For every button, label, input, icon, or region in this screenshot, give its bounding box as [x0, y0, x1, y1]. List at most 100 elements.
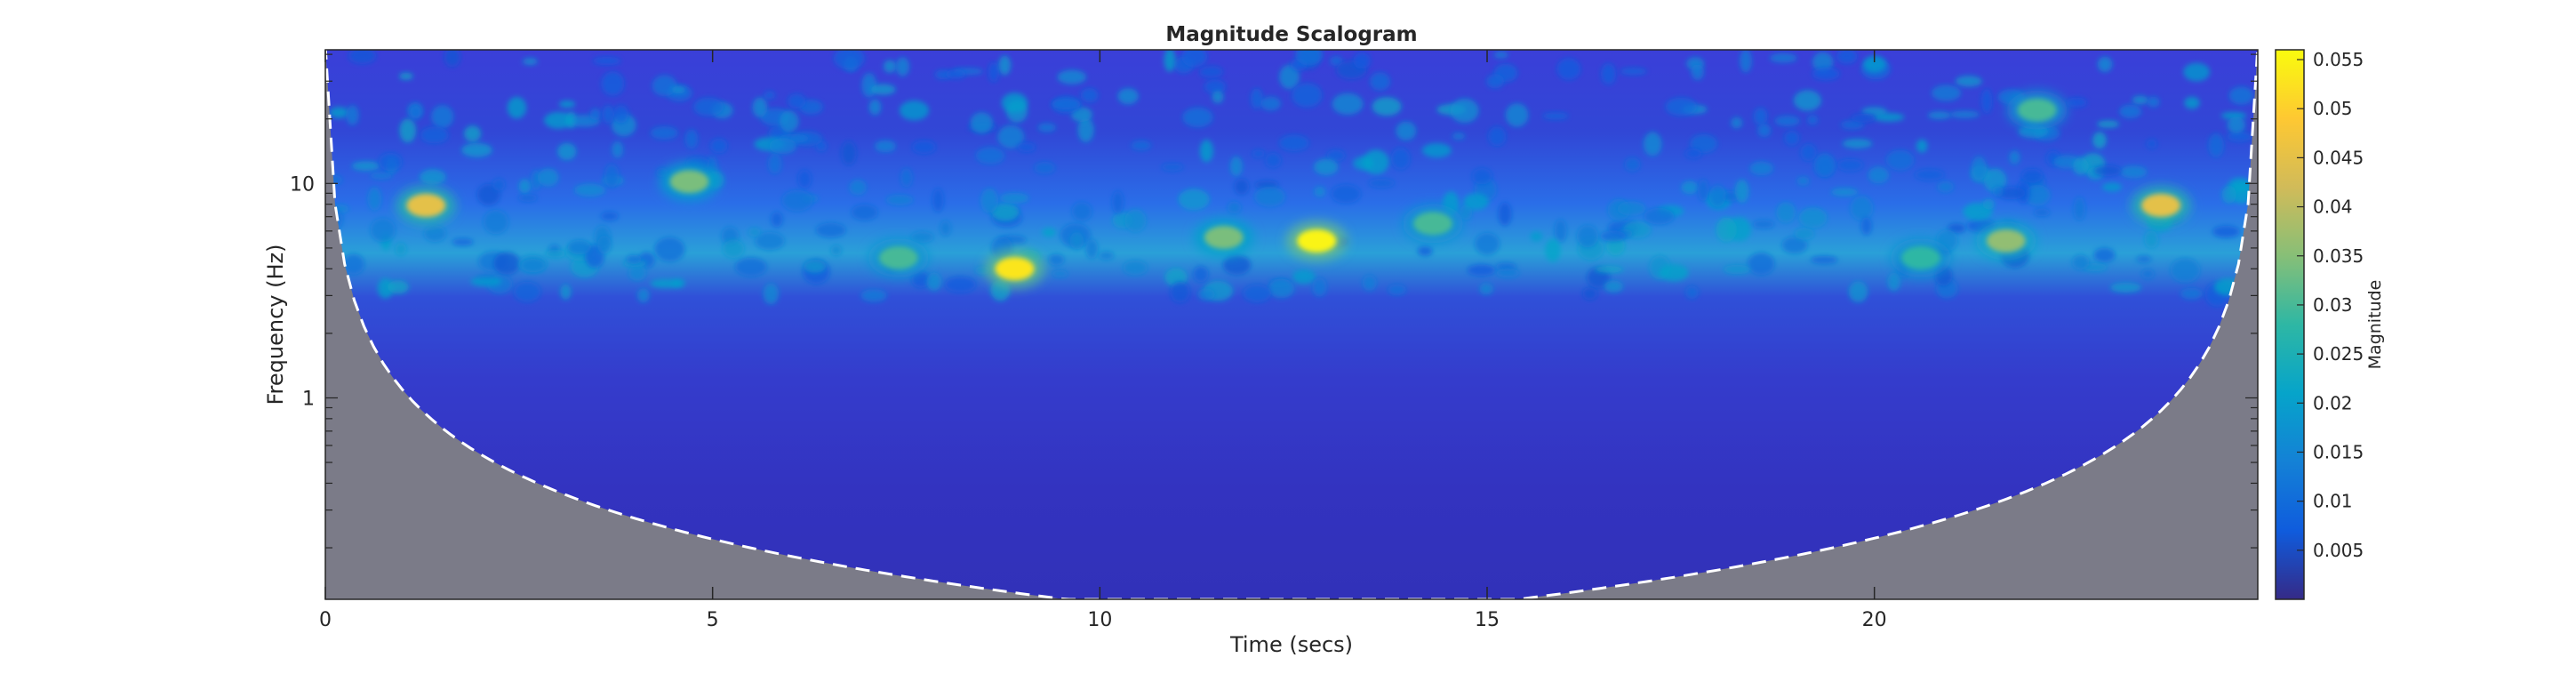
texture-blob: [875, 140, 896, 153]
texture-blob: [2082, 263, 2108, 272]
colorbar-ticks: 0.005 0.01 0.015 0.02 0.025 0.03 0.035 0.04 0.04…: [2297, 49, 2364, 561]
texture-blob: [1948, 223, 1966, 234]
texture-blob: [399, 72, 413, 80]
texture-blob: [1769, 52, 1797, 63]
texture-blob: [1486, 74, 1505, 89]
texture-blob: [1860, 217, 1872, 236]
texture-blob: [769, 138, 797, 155]
texture-blob: [597, 235, 612, 254]
texture-blob: [841, 140, 857, 165]
texture-blob: [1698, 179, 1709, 202]
texture-blob: [1452, 132, 1465, 140]
texture-blob: [849, 180, 867, 196]
texture-blob: [518, 194, 538, 202]
texture-blob: [351, 161, 380, 172]
colorbar-tick-label: 0.015: [2313, 441, 2364, 462]
texture-blob: [1124, 209, 1147, 232]
texture-blob: [1983, 168, 2007, 193]
colorbar-gradient: [2275, 49, 2305, 600]
texture-blob: [940, 221, 951, 237]
hotspot: [1297, 229, 1337, 253]
texture-blob: [1199, 66, 1223, 78]
texture-blob: [2227, 132, 2252, 142]
texture-blob: [1781, 237, 1808, 254]
texture-blob: [1479, 283, 1493, 295]
texture-blob: [1051, 99, 1082, 109]
texture-blob: [1734, 179, 1749, 204]
texture-blob: [788, 93, 806, 109]
texture-blob: [1314, 186, 1325, 197]
texture-blob: [1353, 52, 1371, 69]
texture-blob: [1915, 169, 1945, 181]
texture-blob: [2132, 95, 2148, 105]
texture-blob: [780, 109, 799, 132]
texture-blob: [870, 84, 896, 95]
texture-blob: [911, 140, 937, 155]
texture-blob: [410, 106, 421, 118]
texture-blob: [998, 55, 1012, 76]
texture-blob: [2221, 185, 2237, 204]
texture-blob: [1042, 228, 1057, 237]
texture-blob: [1848, 281, 1868, 303]
texture-blob: [2212, 225, 2240, 238]
texture-blob: [804, 260, 827, 273]
texture-blob: [2184, 96, 2200, 109]
texture-blob: [895, 57, 910, 76]
texture-blob: [1800, 143, 1817, 162]
texture-blob: [1181, 50, 1208, 68]
texture-blob: [1228, 201, 1242, 214]
colorbar-tick-label: 0.055: [2313, 49, 2364, 70]
texture-blob: [1810, 255, 1838, 264]
texture-blob: [1362, 275, 1377, 291]
texture-blob: [492, 178, 506, 191]
texture-blob: [2092, 132, 2107, 149]
texture-blob: [461, 142, 492, 157]
texture-blob: [636, 288, 650, 303]
texture-blob: [2109, 282, 2142, 293]
texture-blob: [1644, 207, 1675, 225]
texture-blob: [1927, 111, 1951, 120]
texture-blob: [946, 69, 966, 79]
texture-blob: [1417, 245, 1433, 256]
texture-blob: [2066, 97, 2087, 108]
texture-blob: [910, 231, 934, 243]
texture-blob: [1098, 251, 1115, 260]
texture-blob: [684, 129, 699, 149]
texture-blob: [1085, 239, 1099, 259]
hotspot: [406, 193, 446, 217]
colorbar-tick-label: 0.05: [2313, 98, 2353, 119]
texture-blob: [601, 71, 625, 96]
texture-blob: [1721, 190, 1740, 202]
texture-blob: [868, 99, 882, 116]
texture-blob: [2093, 164, 2122, 176]
texture-blob: [1868, 166, 1890, 184]
texture-blob: [1774, 116, 1800, 126]
texture-blob: [1199, 140, 1213, 163]
texture-blob: [556, 142, 577, 161]
colorbar-tick-label: 0.01: [2313, 491, 2353, 512]
hotspot-layer: [396, 90, 2192, 289]
y-tick-label: 1: [302, 388, 315, 410]
texture-blob: [1784, 130, 1800, 146]
texture-blob: [370, 218, 396, 243]
texture-blob: [1887, 272, 1901, 292]
texture-blob: [652, 75, 677, 97]
texture-blob: [1708, 185, 1726, 207]
texture-blob: [851, 204, 878, 221]
texture-blob: [1123, 260, 1148, 276]
texture-blob: [1463, 193, 1489, 211]
texture-blob: [815, 222, 846, 237]
texture-blob: [1542, 112, 1569, 120]
texture-blob: [1265, 152, 1282, 168]
texture-blob: [628, 264, 646, 281]
cone-of-influence-shade: [325, 50, 2258, 599]
texture-blob: [1685, 285, 1699, 300]
texture-blob: [1017, 142, 1036, 153]
hotspot: [1413, 212, 1453, 236]
texture-blob: [1863, 55, 1886, 73]
texture-blob: [387, 280, 409, 294]
texture-blob: [1069, 232, 1084, 250]
colorbar-tick-label: 0.035: [2313, 245, 2364, 267]
texture-blob: [752, 97, 768, 118]
